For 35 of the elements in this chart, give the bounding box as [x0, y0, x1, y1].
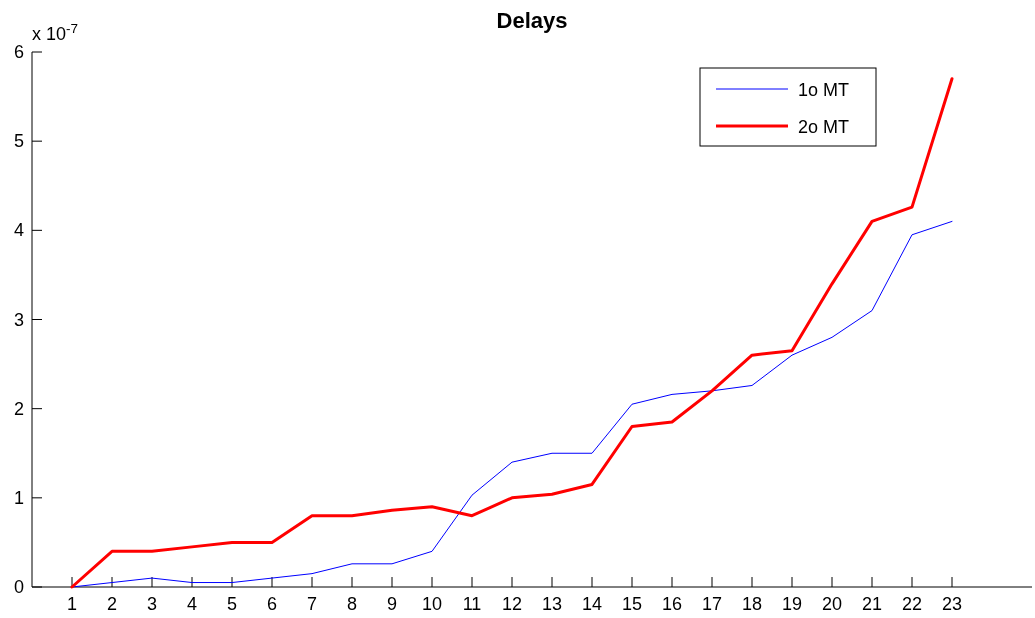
legend-label: 2o MT	[798, 117, 850, 137]
x-tick-label: 15	[621, 594, 643, 614]
line-series	[70, 77, 954, 589]
y-tick-label: 1	[13, 487, 24, 508]
x-tick-label: 1	[66, 594, 78, 614]
y-tick-label: 0	[13, 577, 24, 597]
x-tick-label: 17	[701, 594, 723, 614]
y-tick-label: 5	[13, 131, 24, 152]
y-tick-label: 6	[13, 42, 24, 62]
x-tick-label: 13	[541, 594, 563, 614]
x-tick-label: 4	[186, 594, 198, 614]
x-tick-label: 3	[146, 594, 158, 614]
y-tick-label: 2	[13, 398, 24, 419]
x-tick-label: 2	[106, 594, 118, 614]
text: x 10$^{-7}$	[32, 20, 79, 44]
legend-label: 1o MT	[798, 80, 850, 100]
x-tick-label: 16	[661, 594, 683, 614]
x-tick-label: 7	[306, 594, 318, 614]
x-tick-label: 20	[821, 594, 843, 614]
x-tick-label: 18	[741, 594, 763, 614]
y-tick-label: 4	[13, 220, 24, 241]
x-tick-label: 8	[346, 594, 358, 614]
x-tick-label: 14	[581, 594, 603, 614]
x-tick-label: 19	[781, 594, 803, 614]
x-tick-label: 23	[941, 594, 963, 614]
x-tick-label: 9	[386, 594, 398, 614]
x-tick-label: 21	[861, 594, 883, 614]
x-tick-label: 22	[901, 594, 923, 614]
chart-title: Delays	[496, 8, 568, 33]
x-tick-label: 6	[266, 594, 278, 614]
x-tick-label: 5	[226, 594, 238, 614]
x-tick-label: 12	[501, 594, 523, 614]
y-tick-label: 3	[13, 309, 24, 330]
x-tick-label: 11	[462, 594, 482, 614]
x-tick-label: 10	[421, 594, 443, 614]
